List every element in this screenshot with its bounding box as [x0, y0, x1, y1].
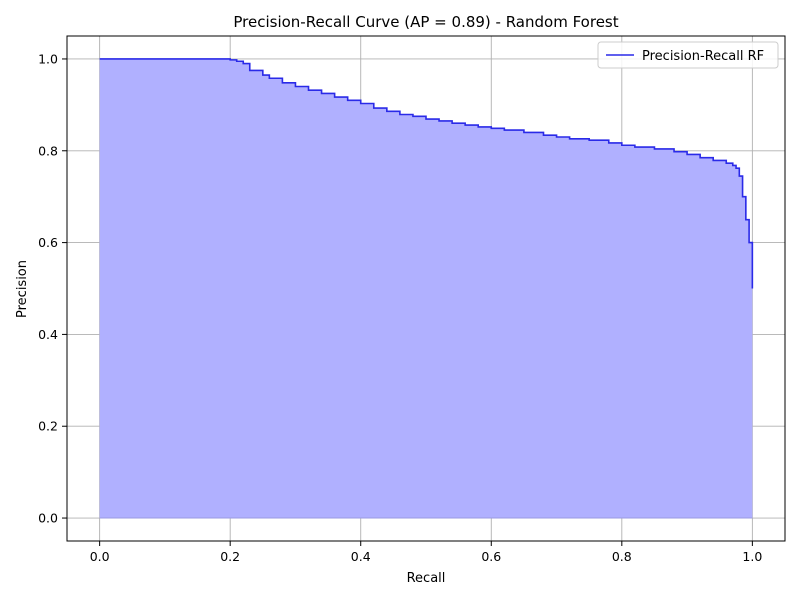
y-tick-label: 0.2	[38, 419, 58, 434]
y-tick-label: 0.0	[38, 511, 58, 526]
x-tick-label: 0.6	[481, 549, 501, 564]
legend-entry-label: Precision-Recall RF	[642, 49, 764, 64]
x-tick-label: 0.8	[612, 549, 632, 564]
x-tick-label: 0.0	[90, 549, 110, 564]
x-tick-label: 1.0	[742, 549, 762, 564]
legend-frame	[597, 41, 779, 69]
axes-layer	[66, 35, 786, 542]
data-layer	[99, 58, 754, 519]
y-tick-label: 0.8	[38, 143, 58, 158]
axes-frame	[66, 35, 786, 542]
pr-curve-line	[99, 58, 754, 289]
pr-area-fill	[99, 58, 753, 519]
y-axis-label: Precision	[15, 260, 30, 318]
chart-title: Precision-Recall Curve (AP = 0.89) - Ran…	[233, 13, 618, 31]
x-tick-label: 0.4	[351, 549, 371, 564]
y-tick-label: 0.4	[38, 327, 58, 342]
legend: Precision-Recall RF	[597, 41, 779, 69]
y-tick-label: 0.6	[38, 235, 58, 250]
x-axis-label: Recall	[407, 571, 446, 586]
ticks-layer: 0.0 0.2 0.4 0.6 0.8 1.0 0.0 0.2 0.4 0.6 0.8 1.0	[38, 51, 762, 564]
x-tick-label: 0.2	[220, 549, 240, 564]
y-tick-label: 1.0	[38, 51, 58, 66]
